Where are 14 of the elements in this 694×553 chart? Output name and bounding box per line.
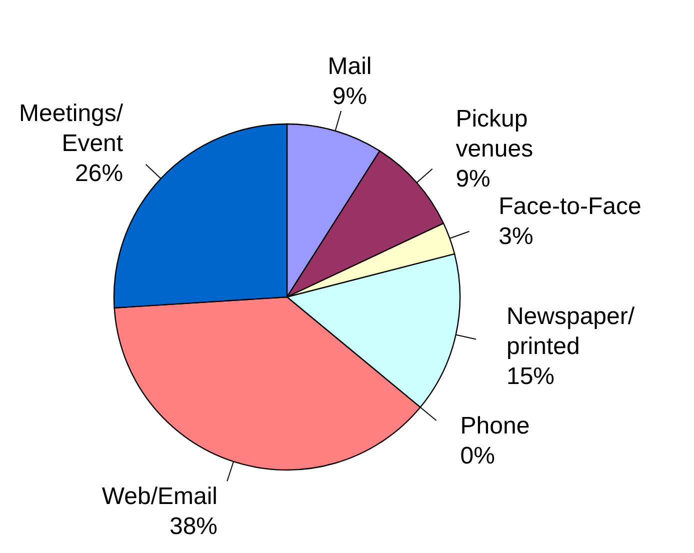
slice-label: Pickup venues xyxy=(456,105,534,162)
data-label: 15% xyxy=(506,363,555,390)
data-label: 9% xyxy=(332,83,368,110)
legend-label: Newspaper/ printed xyxy=(506,303,635,360)
legend-label: Phone xyxy=(460,412,530,440)
slice-label: Web/Email xyxy=(102,482,218,510)
data-label: 3% xyxy=(498,222,534,250)
data-label: 9% xyxy=(456,165,490,192)
text: 0% xyxy=(460,442,495,470)
data-label: 26% xyxy=(75,160,124,188)
slice-label: Face-to-Face xyxy=(498,192,642,220)
slice-label: Mail xyxy=(328,53,372,80)
data-label: 38% xyxy=(169,512,218,540)
slice-label: Meetings/ Event xyxy=(18,100,124,158)
